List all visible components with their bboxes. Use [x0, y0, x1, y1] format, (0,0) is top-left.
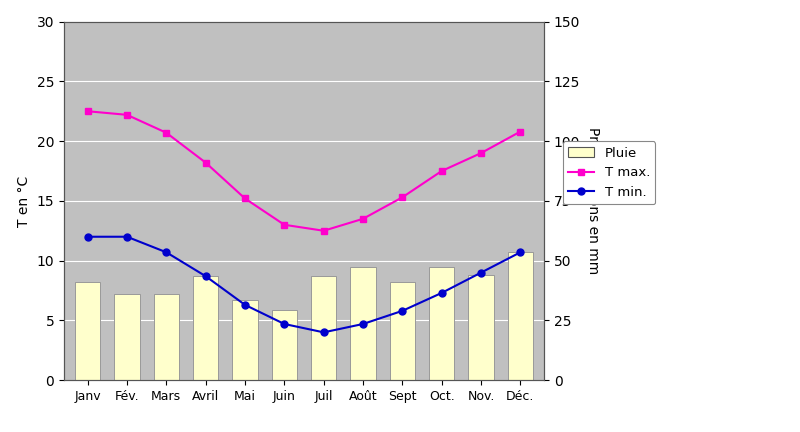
Bar — [468, 275, 494, 380]
Bar — [429, 267, 454, 380]
Bar — [75, 282, 100, 380]
Bar — [508, 252, 533, 380]
Bar — [232, 300, 258, 380]
Bar — [271, 310, 297, 380]
Bar — [154, 294, 179, 380]
Bar — [114, 294, 140, 380]
Legend: Pluie, T max., T min.: Pluie, T max., T min. — [562, 141, 655, 204]
Y-axis label: T en °C: T en °C — [17, 175, 31, 226]
Bar — [350, 267, 376, 380]
Bar — [390, 282, 415, 380]
Y-axis label: Précipitations en mm: Précipitations en mm — [586, 127, 601, 274]
Bar — [193, 276, 218, 380]
Bar — [311, 276, 337, 380]
